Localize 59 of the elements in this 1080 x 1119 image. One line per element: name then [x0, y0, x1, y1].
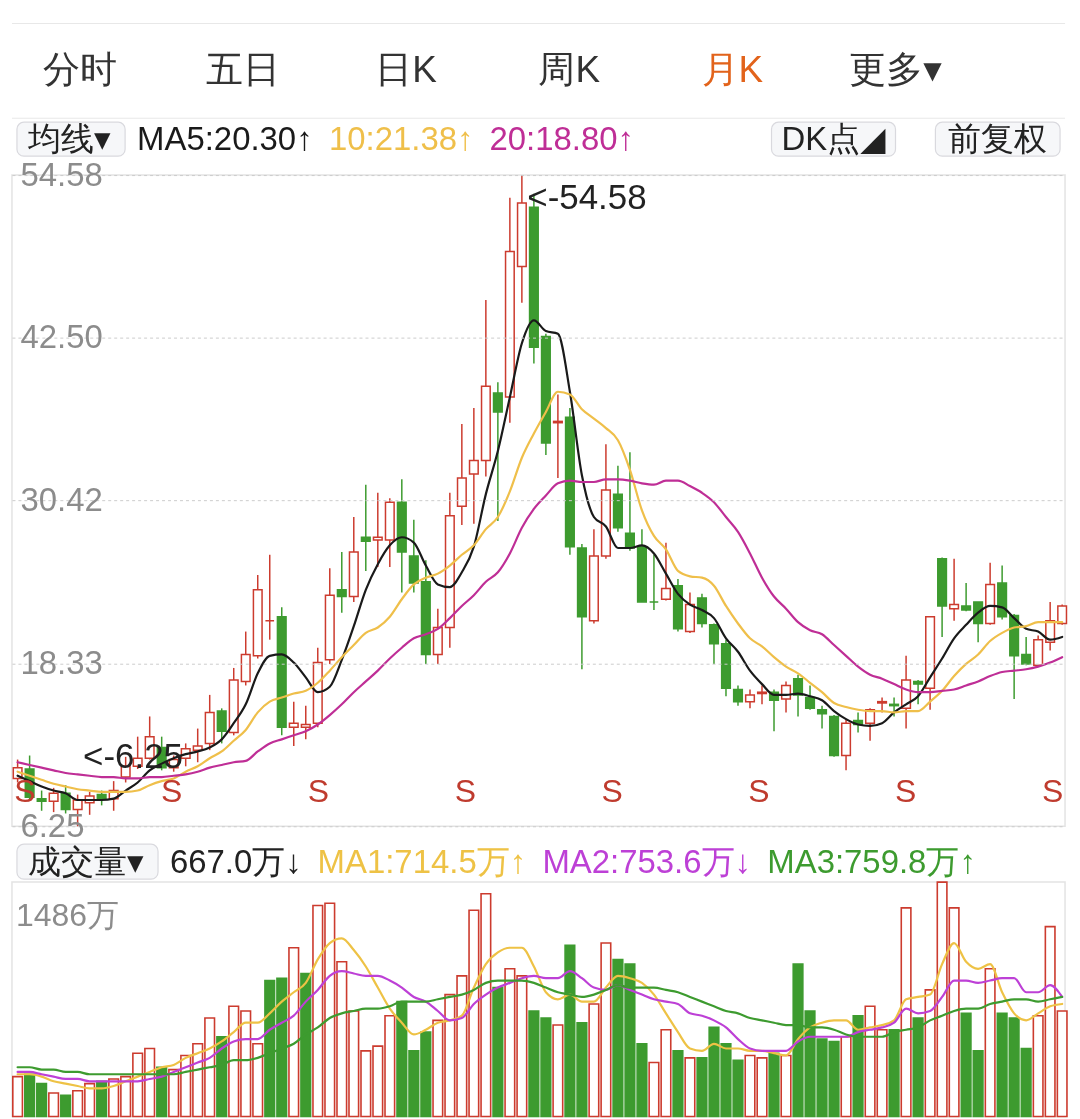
y-tick-label: 18.33 [20, 643, 103, 681]
candlestick [1021, 636, 1032, 666]
candlestick [300, 704, 311, 741]
bar [672, 1050, 684, 1118]
category-label: 分时 [42, 49, 117, 91]
annotation: S [307, 773, 330, 810]
y-tick-label: 54.58 [20, 155, 103, 193]
text: 前复权 [948, 120, 1048, 158]
annotation: S [895, 773, 917, 810]
candlestick [36, 789, 47, 812]
candlestick [336, 551, 347, 614]
category-label: 日K [375, 49, 438, 91]
candlestick [804, 684, 816, 711]
candlestick [708, 622, 720, 665]
annotation: 1486万 [15, 896, 119, 933]
text: 20:18.80↑ [489, 120, 634, 158]
annotation: S [160, 773, 183, 810]
category-label: 更多▾ [849, 49, 943, 91]
candlestick [288, 700, 299, 747]
text: 10:21.38↑ [329, 120, 474, 158]
candlestick [216, 707, 227, 745]
annotation: S [454, 773, 476, 810]
category-label: 月K [701, 49, 764, 91]
candlestick [961, 582, 972, 613]
line-series [16, 478, 1064, 780]
candlestick [660, 541, 672, 602]
category-label: 周K [538, 49, 601, 91]
y-tick-label: 42.50 [20, 318, 103, 356]
candlestick [816, 704, 828, 730]
y-tick-label: 30.42 [20, 481, 103, 519]
candlestick [756, 684, 768, 706]
candlestick [744, 688, 756, 710]
text: 667.0万↓ [169, 842, 302, 880]
candlestick [913, 679, 924, 706]
series-label: MA1:714.5万↑ [317, 842, 527, 880]
candlestick [48, 787, 59, 813]
annotation: S [1041, 773, 1064, 810]
candlestick [468, 407, 479, 525]
candlestick [492, 381, 503, 522]
candlestick [360, 483, 371, 572]
candlestick [192, 727, 203, 764]
bar [768, 1052, 780, 1118]
text: DK点◢ [781, 120, 887, 158]
text: <-54.58 [527, 176, 647, 216]
bar [60, 1094, 72, 1118]
category-label: 五日 [205, 49, 280, 91]
candlestick [732, 684, 744, 707]
legend-title: 成交量▾ [27, 842, 144, 880]
candlestick [372, 492, 383, 568]
legend-title: 均线▾ [26, 120, 111, 158]
y-tick-label: 6.25 [20, 806, 85, 844]
bar [492, 986, 504, 1118]
candlestick [624, 451, 635, 552]
candlestick [949, 558, 960, 622]
text: MA5:20.30↑ [137, 120, 313, 158]
annotation: S [748, 773, 770, 810]
annotation: S [601, 773, 623, 810]
text: MA3:759.8万↑ [767, 842, 976, 880]
text: MA2:753.6万↓ [542, 842, 751, 880]
